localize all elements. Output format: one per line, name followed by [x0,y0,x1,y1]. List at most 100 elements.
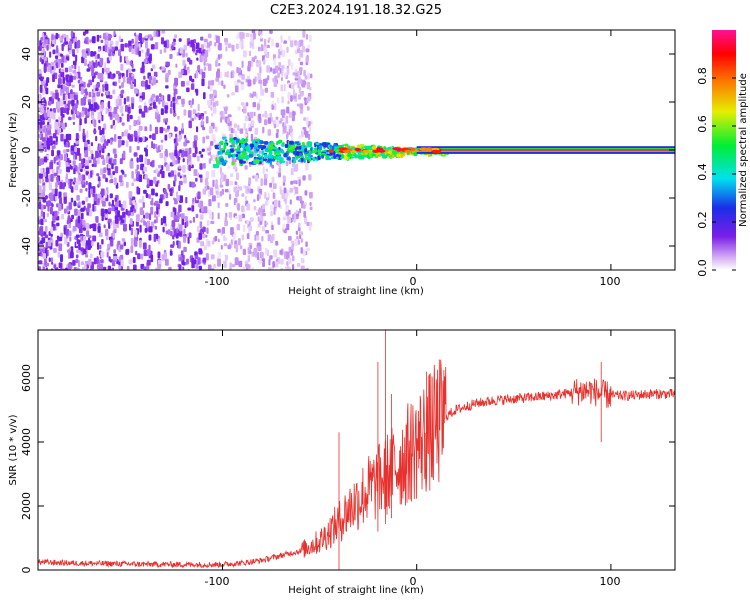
spectrogram-cell [255,159,260,164]
snr-x-tick-label: -100 [205,575,230,588]
snr-x-axis-label: Height of straight line (km) [288,585,424,596]
spectrogram-cell [72,260,76,266]
spectrogram-cell [172,235,175,240]
spectrogram-cell [277,67,281,71]
spectrogram-cell [296,103,301,107]
spectrogram-cell [151,79,154,84]
spectrogram-cell [99,73,104,81]
spectrogram-cell [238,238,241,246]
spectrogram-cell [277,55,281,59]
spectrogram-cell [195,177,198,182]
spectrogram-cell [271,100,274,105]
spectrogram-cell [281,193,285,199]
spectrogram-cell [202,233,206,239]
spectrogram-cell [292,214,295,220]
spectrogram-cell [269,30,273,34]
spectrogram-cell [291,135,294,142]
spectrogram-cell [218,42,222,51]
spectrogram-cell [308,133,311,141]
spectrogram-cell [154,42,159,50]
spectrogram-cell [86,240,90,246]
spectrogram-cell [129,60,132,66]
spectrogram-cell [283,187,287,194]
spectrogram-cell [240,143,245,148]
spectrogram-cell [148,34,152,39]
spectrogram-cell [165,73,170,78]
spectrogram-cell [57,101,60,109]
spectrogram-cell [66,107,70,115]
spectrogram-cell [186,80,190,86]
spectrogram-y-tick-label: 0 [20,147,33,154]
spectrogram-cell [195,70,198,79]
spectrogram-cell [383,146,386,150]
spectrogram-cell [125,249,130,255]
spectrogram-cell [122,200,127,209]
spectrogram-cell [83,163,86,168]
spectrogram-cell [237,124,240,131]
spectrogram-cell [317,155,321,160]
spectrogram-cell [118,175,123,183]
spectrogram-cell [279,44,282,52]
spectrogram-cell [72,225,77,232]
spectrogram-cell [76,111,80,116]
spectrogram-cell [175,133,178,138]
spectrogram-cell [284,266,288,270]
spectrogram-cell [122,76,126,83]
spectrogram-cell [188,164,191,171]
spectrogram-cell [170,100,173,108]
spectrogram-cell [262,166,265,175]
spectrogram-cell [284,215,287,220]
spectrogram-hotspot [338,147,348,151]
spectrogram-cell [120,63,124,71]
spectrogram-cell [275,119,280,128]
spectrogram-cell [66,205,69,211]
spectrogram-cell [129,146,132,153]
spectrogram-cell [236,67,239,74]
spectrogram-cell [39,115,44,120]
spectrogram-cell [260,251,263,259]
spectrogram-cell [56,45,59,54]
spectrogram-cell [289,140,294,145]
spectrogram-cell [172,102,176,111]
spectrogram-cell [102,160,106,165]
spectrogram-cell [42,185,46,192]
spectrogram-cell [114,197,117,202]
spectrogram-cell [209,93,214,99]
spectrogram-cell [192,197,195,202]
spectrogram-cell [285,115,289,124]
spectrogram-cell [143,214,146,219]
spectrogram-cell [181,174,184,179]
spectrogram-cell [203,206,208,214]
spectrogram-cell [198,248,202,255]
spectrogram-cell [58,127,61,133]
spectrogram-cell [247,255,251,262]
spectrogram-cell [110,139,113,145]
spectrogram-cell [137,253,141,260]
spectrogram-cell [52,108,56,113]
spectrogram-cell [67,134,71,141]
spectrogram-cell [60,107,63,112]
spectrogram-cell [82,158,86,164]
spectrogram-cell [79,118,82,126]
spectrogram-cell [253,206,257,211]
spectrogram-cell [38,260,43,265]
spectrogram-cell [159,126,164,134]
spectrogram-cell [105,228,109,237]
spectrogram-cell [93,51,97,55]
spectrogram-cell [203,92,206,100]
spectrogram-cell [83,248,87,255]
spectrogram-cell [235,153,238,158]
spectrogram-cell [103,224,106,229]
spectrogram-cell [183,109,187,116]
spectrogram-cell [86,68,91,72]
spectrogram-cell [179,47,184,54]
spectrogram-cell [161,254,166,261]
spectrogram-cell [241,205,245,213]
spectrogram-cell [93,102,98,110]
spectrogram-cell [243,50,247,58]
spectrogram-cell [100,188,105,196]
spectrogram-cell [214,42,217,47]
spectrogram-cell [234,257,239,266]
spectrogram-hotspot [362,149,370,153]
spectrogram-cell [59,197,63,204]
